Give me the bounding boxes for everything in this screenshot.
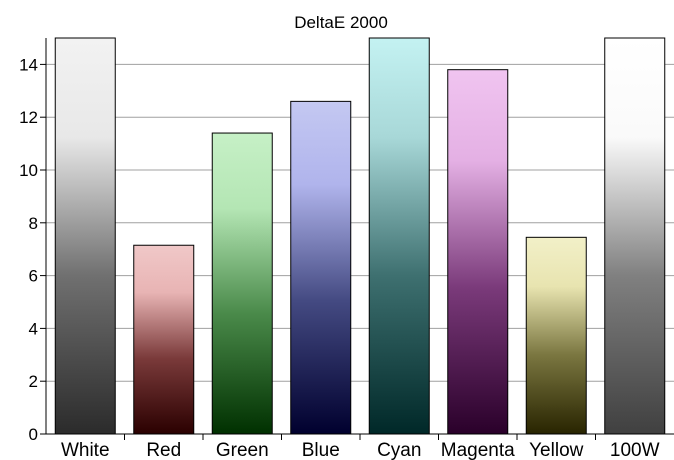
bars (54, 37, 666, 435)
bar-magenta (447, 69, 509, 435)
x-tick-label: 100W (610, 440, 660, 460)
bar-white (54, 37, 116, 435)
y-tick-label: 6 (29, 267, 38, 286)
x-tick-label: Cyan (377, 440, 421, 460)
bar-blue (290, 100, 352, 435)
bar-100w (604, 37, 666, 435)
x-tick-label: Red (146, 440, 181, 460)
y-tick-label: 10 (19, 161, 38, 180)
y-tick-label: 12 (19, 108, 38, 127)
x-tick-label: Yellow (529, 440, 584, 460)
x-tick-label: Blue (302, 440, 340, 460)
x-tick-label: Magenta (441, 440, 515, 460)
bar-yellow (525, 236, 587, 435)
y-tick-label: 2 (29, 372, 38, 391)
y-tick-label: 4 (29, 319, 38, 338)
x-tick-label: Green (216, 440, 269, 460)
axes: 0 2 4 6 8 10 12 14 White Red Green Blue Cyan Magenta Y… (19, 38, 674, 460)
y-tick-label: 8 (29, 214, 38, 233)
y-tick-label: 0 (29, 425, 38, 444)
bar-red (133, 244, 195, 435)
x-tick-label: White (61, 440, 110, 460)
bar-cyan (368, 37, 430, 435)
bar-green (211, 132, 273, 435)
chart-title: DeltaE 2000 (294, 13, 388, 32)
y-tick-label: 14 (19, 55, 38, 74)
